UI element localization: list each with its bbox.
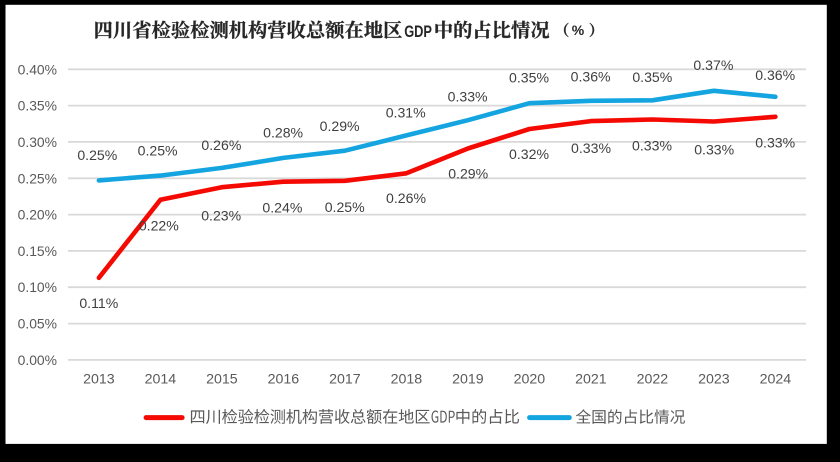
svg-text:0.20%: 0.20% bbox=[18, 207, 57, 223]
svg-text:0.22%: 0.22% bbox=[139, 218, 179, 234]
svg-text:0.32%: 0.32% bbox=[509, 146, 549, 162]
svg-text:%: % bbox=[572, 22, 585, 38]
svg-text:0.33%: 0.33% bbox=[632, 138, 672, 154]
svg-text:2015: 2015 bbox=[206, 372, 238, 388]
svg-text:0.35%: 0.35% bbox=[632, 69, 672, 85]
svg-text:0.40%: 0.40% bbox=[18, 61, 57, 77]
svg-text:0.36%: 0.36% bbox=[571, 68, 611, 84]
svg-text:0.15%: 0.15% bbox=[18, 243, 57, 259]
svg-text:2017: 2017 bbox=[329, 372, 361, 388]
svg-text:0.29%: 0.29% bbox=[320, 118, 360, 134]
svg-text:2018: 2018 bbox=[391, 372, 423, 388]
svg-text:0.25%: 0.25% bbox=[77, 147, 117, 163]
svg-text:2014: 2014 bbox=[145, 372, 177, 388]
svg-text:0.35%: 0.35% bbox=[18, 98, 57, 114]
svg-text:0.05%: 0.05% bbox=[18, 316, 57, 332]
svg-text:2016: 2016 bbox=[268, 372, 300, 388]
svg-text:0.26%: 0.26% bbox=[201, 137, 241, 153]
svg-text:0.33%: 0.33% bbox=[448, 89, 488, 105]
svg-text:0.29%: 0.29% bbox=[448, 166, 488, 182]
svg-text:0.33%: 0.33% bbox=[694, 142, 734, 158]
svg-text:0.00%: 0.00% bbox=[18, 352, 57, 368]
svg-text:0.36%: 0.36% bbox=[755, 67, 795, 83]
svg-text:0.37%: 0.37% bbox=[693, 57, 733, 73]
svg-text:0.24%: 0.24% bbox=[262, 200, 302, 216]
svg-text:0.30%: 0.30% bbox=[18, 134, 57, 150]
svg-text:0.33%: 0.33% bbox=[755, 135, 795, 151]
svg-text:0.11%: 0.11% bbox=[79, 295, 118, 311]
svg-text:0.33%: 0.33% bbox=[571, 140, 611, 156]
svg-text:0.25%: 0.25% bbox=[325, 199, 365, 215]
svg-text:2013: 2013 bbox=[83, 372, 115, 388]
svg-text:2023: 2023 bbox=[698, 372, 730, 388]
svg-text:0.23%: 0.23% bbox=[201, 208, 241, 224]
svg-text:0.35%: 0.35% bbox=[509, 70, 549, 86]
svg-text:0.25%: 0.25% bbox=[18, 170, 57, 186]
svg-text:2021: 2021 bbox=[575, 372, 607, 388]
svg-text:0.31%: 0.31% bbox=[386, 105, 426, 121]
svg-text:2020: 2020 bbox=[514, 372, 546, 388]
svg-text:0.28%: 0.28% bbox=[263, 124, 303, 140]
svg-text:2024: 2024 bbox=[760, 372, 792, 388]
svg-text:GDP: GDP bbox=[404, 23, 432, 41]
svg-text:2022: 2022 bbox=[637, 372, 669, 388]
svg-text:0.26%: 0.26% bbox=[386, 190, 426, 206]
svg-text:2019: 2019 bbox=[452, 372, 484, 388]
svg-text:0.25%: 0.25% bbox=[138, 143, 178, 159]
svg-text:0.10%: 0.10% bbox=[18, 279, 57, 295]
